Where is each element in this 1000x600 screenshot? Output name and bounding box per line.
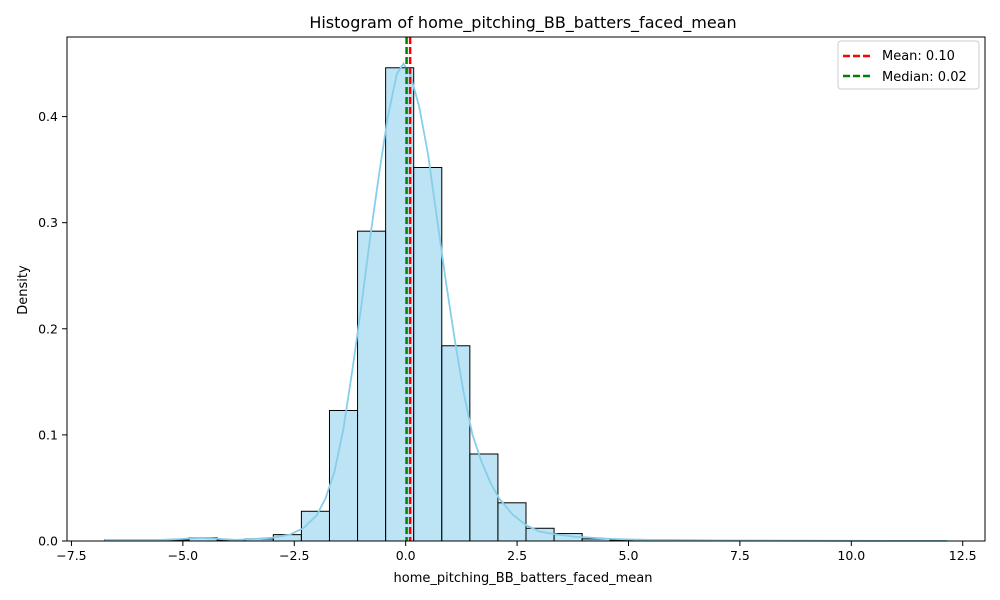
y-tick-label: 0.4 <box>38 109 58 124</box>
histogram-bar <box>525 527 555 542</box>
x-tick-label: −5.0 <box>168 548 198 563</box>
x-tick-label: 0.0 <box>396 548 416 563</box>
axes <box>66 36 986 542</box>
histogram-bars <box>104 67 948 542</box>
x-axis-ticks: −7.5 −5.0 −2.5 0.0 2.5 5.0 7.5 10.0 12.5 <box>56 541 977 563</box>
legend-median-label: Median: 0.02 <box>882 70 967 85</box>
y-tick-label: 0.1 <box>38 427 58 442</box>
x-tick-label: 2.5 <box>507 548 527 563</box>
x-tick-label: 12.5 <box>949 548 977 563</box>
x-tick-label: −7.5 <box>56 548 86 563</box>
y-tick-label: 0.2 <box>38 321 58 336</box>
y-tick-label: 0.0 <box>38 534 58 549</box>
plot-frame <box>66 36 986 542</box>
histogram-bar <box>357 230 387 542</box>
chart-title: Histogram of home_pitching_BB_batters_fa… <box>309 13 736 33</box>
reference-lines <box>405 37 412 541</box>
x-tick-label: 10.0 <box>837 548 865 563</box>
y-tick-label: 0.3 <box>38 215 58 230</box>
histogram-bar <box>441 345 471 542</box>
kde-curve-group <box>104 61 948 542</box>
legend-box <box>837 40 980 90</box>
x-tick-label: 5.0 <box>619 548 639 563</box>
legend: Mean: 0.10 Median: 0.02 <box>837 40 980 90</box>
x-axis-label: home_pitching_BB_batters_faced_mean <box>394 571 653 586</box>
legend-mean-label: Mean: 0.10 <box>882 49 955 64</box>
y-axis-ticks: 0.0 0.1 0.2 0.3 0.4 <box>38 109 67 549</box>
kde-curve <box>104 61 948 542</box>
y-axis-label: Density <box>16 265 31 315</box>
x-tick-label: 7.5 <box>730 548 750 563</box>
x-tick-label: −2.5 <box>279 548 309 563</box>
